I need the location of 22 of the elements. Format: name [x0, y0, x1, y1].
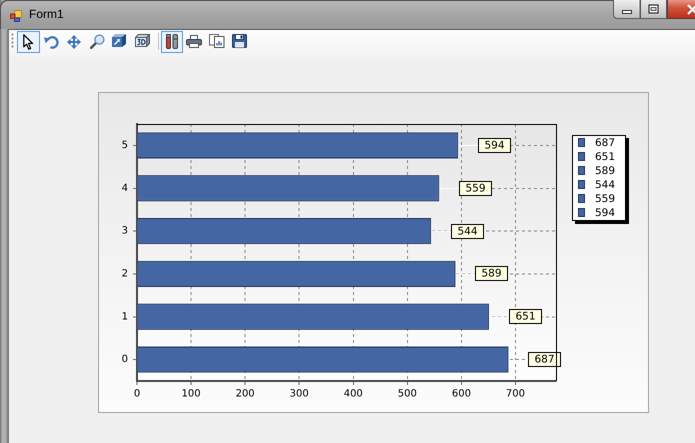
y-tick-label: 1 [122, 311, 128, 322]
x-tick-label: 400 [344, 388, 363, 400]
x-tick-label: 500 [398, 388, 417, 400]
data-label: 559 [465, 182, 486, 195]
y-tick-label: 5 [122, 140, 128, 152]
x-tick-label: 0 [134, 388, 140, 400]
x-tick-label: 600 [452, 388, 471, 400]
legend-box: 687 651 589 544 559 594 [572, 135, 626, 221]
text: Form1 [29, 7, 64, 21]
x-tick-label: 200 [236, 388, 255, 400]
y-tick-label: 4 [122, 182, 128, 194]
data-label: 544 [457, 226, 478, 238]
x-tick-label: 700 [506, 388, 525, 400]
data-label: 687 [534, 354, 555, 366]
y-tick-label: 2 [122, 268, 128, 280]
y-tick-label: 3 [122, 226, 128, 237]
y-tick-label: 0 [122, 354, 128, 366]
data-label: 594 [484, 140, 505, 152]
x-tick-label: 100 [182, 388, 201, 400]
data-label: 651 [515, 310, 536, 323]
x-tick-label: 300 [290, 388, 309, 400]
data-label: 589 [481, 268, 502, 280]
